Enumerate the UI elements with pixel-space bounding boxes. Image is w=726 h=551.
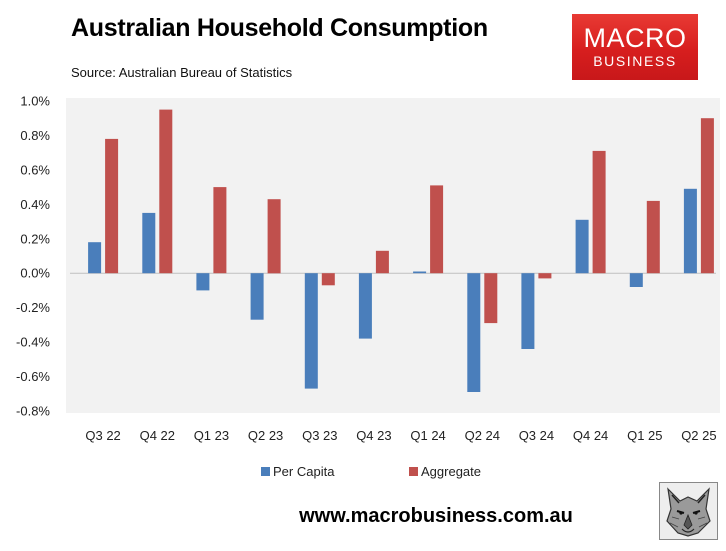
wolf-emblem-icon (659, 482, 718, 540)
x-tick-label: Q1 24 (410, 428, 445, 443)
y-tick-label: -0.6% (16, 369, 50, 384)
y-tick-label: -0.8% (16, 404, 50, 419)
logo-line-1: MACRO (583, 23, 687, 53)
bar-aggregate (700, 118, 714, 274)
macrobusiness-logo: MACRO BUSINESS (572, 14, 698, 80)
x-tick-label: Q3 22 (85, 428, 120, 443)
legend-aggregate-label: Aggregate (421, 464, 481, 479)
x-tick-label: Q2 23 (248, 428, 283, 443)
bar-aggregate (375, 250, 389, 274)
legend-per-capita-swatch (261, 467, 270, 476)
bar-per-capita (196, 273, 210, 291)
bar-per-capita (521, 273, 535, 349)
x-tick-label: Q1 25 (627, 428, 662, 443)
y-tick-label: -0.2% (16, 300, 50, 315)
bar-aggregate (430, 185, 444, 274)
y-tick-label: 0.4% (20, 197, 50, 212)
y-tick-label: 0.8% (20, 128, 50, 143)
x-tick-label: Q4 23 (356, 428, 391, 443)
bar-per-capita (250, 273, 264, 320)
x-tick-label: Q2 25 (681, 428, 716, 443)
bar-aggregate (267, 199, 281, 274)
x-tick-label: Q4 22 (140, 428, 175, 443)
x-tick-label: Q1 23 (194, 428, 229, 443)
bar-per-capita (358, 273, 372, 339)
bar-per-capita (683, 188, 697, 274)
bar-aggregate (484, 273, 498, 324)
bar-aggregate (538, 273, 552, 279)
y-tick-label: 0.2% (20, 231, 50, 246)
bar-per-capita (304, 273, 318, 389)
y-tick-label: -0.4% (16, 335, 50, 350)
x-tick-label: Q4 24 (573, 428, 608, 443)
x-tick-label: Q2 24 (465, 428, 500, 443)
logo-line-2: BUSINESS (593, 53, 677, 69)
bar-aggregate (321, 273, 335, 286)
legend-per-capita-label: Per Capita (273, 464, 335, 479)
bar-per-capita (629, 273, 643, 287)
bar-aggregate (592, 150, 606, 274)
bar-aggregate (159, 109, 173, 274)
x-tick-label: Q3 24 (519, 428, 554, 443)
bar-per-capita (413, 271, 427, 274)
website-url: www.macrobusiness.com.au (299, 505, 573, 527)
y-tick-label: 1.0% (20, 94, 50, 109)
bar-aggregate (646, 200, 660, 274)
legend-aggregate-swatch (409, 467, 418, 476)
bar-per-capita (88, 242, 102, 274)
bar-per-capita (142, 212, 156, 274)
bar-aggregate (213, 187, 227, 274)
chart-title: Australian Household Consumption (71, 14, 488, 42)
bar-per-capita (575, 219, 589, 274)
bar-per-capita (467, 273, 481, 392)
bar-aggregate (105, 138, 119, 274)
y-tick-label: 0.6% (20, 162, 50, 177)
chart-source: Source: Australian Bureau of Statistics (71, 65, 293, 80)
y-tick-label: 0.0% (20, 266, 50, 281)
x-tick-label: Q3 23 (302, 428, 337, 443)
plot-area (66, 98, 720, 413)
